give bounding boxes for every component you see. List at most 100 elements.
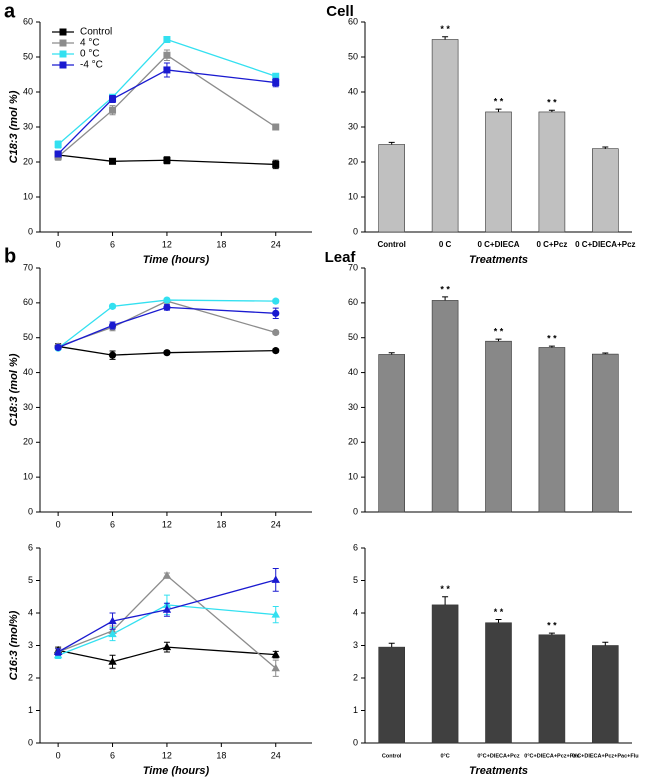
x-axis-label: Time (hours) bbox=[143, 254, 210, 266]
marker bbox=[271, 610, 280, 618]
marker bbox=[162, 571, 172, 579]
marker bbox=[271, 663, 280, 672]
series-line bbox=[57, 54, 277, 158]
error-bar bbox=[442, 596, 449, 605]
bar bbox=[538, 111, 566, 233]
y-tick-label: 40 bbox=[23, 86, 33, 96]
error-bar bbox=[442, 296, 449, 301]
y-tick-label: 5 bbox=[353, 575, 358, 585]
error-bar bbox=[602, 352, 609, 355]
bar bbox=[485, 622, 512, 744]
y-tick-label: 60 bbox=[348, 16, 358, 26]
y-tick-label: 30 bbox=[348, 402, 358, 412]
marker bbox=[54, 150, 62, 158]
y-tick-label: 0 bbox=[28, 737, 33, 747]
marker bbox=[108, 321, 117, 330]
y-tick-label: 40 bbox=[348, 367, 358, 377]
y-tick-label: 5 bbox=[28, 575, 33, 585]
significance-label: * * bbox=[494, 97, 504, 107]
marker bbox=[272, 309, 280, 317]
marker bbox=[162, 605, 172, 613]
marker bbox=[54, 141, 62, 148]
y-tick-label: 0 bbox=[353, 737, 358, 747]
y-tick-label: 4 bbox=[353, 607, 358, 617]
y-tick-label: 60 bbox=[23, 16, 33, 26]
y-tick-label: 3 bbox=[353, 640, 358, 650]
y-tick-label: 1 bbox=[353, 705, 358, 715]
x-tick-label: 0°C+DIECA+Pcz+Pac bbox=[524, 753, 579, 759]
y-tick-label: 6 bbox=[28, 542, 33, 552]
x-tick-label: 0 C+DIECA+Pcz bbox=[575, 240, 635, 249]
marker bbox=[59, 28, 67, 36]
x-tick-label: 18 bbox=[216, 239, 226, 249]
y-tick-label: 50 bbox=[23, 332, 33, 342]
bar bbox=[378, 144, 406, 233]
y-tick-label: 10 bbox=[348, 191, 358, 201]
y-tick-label: 0 bbox=[28, 226, 33, 236]
series-line bbox=[57, 38, 276, 145]
marker bbox=[53, 647, 63, 655]
x-tick-label: 6 bbox=[110, 239, 115, 249]
x-tick-label: 12 bbox=[162, 519, 172, 529]
y-tick-label: 70 bbox=[348, 262, 358, 272]
y-tick-label: 60 bbox=[23, 297, 33, 307]
legend-label: -4 °C bbox=[80, 60, 103, 71]
x-tick-label: 6 bbox=[110, 519, 115, 529]
x-axis-label: Time (hours) bbox=[143, 765, 210, 777]
y-tick-label: 3 bbox=[28, 640, 33, 650]
error-bar bbox=[495, 108, 502, 112]
y-axis-label: C16:3 (mol%) bbox=[8, 610, 20, 680]
marker bbox=[163, 303, 171, 311]
y-tick-label: 1 bbox=[28, 705, 33, 715]
marker bbox=[163, 51, 171, 59]
legend-label: Control bbox=[80, 27, 112, 38]
bar bbox=[431, 300, 459, 513]
marker bbox=[108, 351, 117, 359]
significance-label: * * bbox=[440, 584, 450, 594]
marker bbox=[108, 629, 117, 638]
error-bar bbox=[548, 109, 555, 112]
marker bbox=[59, 50, 67, 58]
x-tick-label: 18 bbox=[216, 750, 226, 760]
bar bbox=[591, 353, 619, 513]
bar bbox=[591, 148, 619, 233]
x-tick-label: 0 C+DIECA bbox=[477, 240, 519, 249]
panel-letter: a bbox=[4, 0, 16, 22]
panel-letter: b bbox=[4, 245, 16, 267]
x-tick-label: 18 bbox=[216, 519, 226, 529]
significance-label: * * bbox=[494, 607, 504, 617]
series-line bbox=[57, 579, 276, 653]
error-bar bbox=[495, 338, 502, 342]
y-tick-label: 30 bbox=[348, 121, 358, 131]
error-bar bbox=[388, 642, 395, 648]
y-tick-label: 40 bbox=[23, 367, 33, 377]
marker bbox=[109, 106, 117, 114]
x-tick-label: Control bbox=[377, 240, 405, 249]
bar bbox=[591, 645, 619, 744]
error-bar bbox=[548, 632, 555, 635]
bar bbox=[485, 340, 512, 513]
x-tick-label: 0°C+DIECA+Pcz bbox=[477, 753, 519, 759]
series-line bbox=[57, 306, 276, 349]
y-tick-label: 30 bbox=[23, 402, 33, 412]
x-tick-label: 0°C+DIECA+Pcz+Pac+Flu bbox=[572, 753, 639, 759]
x-axis-label: Treatments bbox=[469, 765, 528, 777]
series-line bbox=[58, 345, 276, 356]
marker bbox=[272, 72, 280, 80]
panel-title: Cell bbox=[326, 3, 354, 20]
significance-label: * * bbox=[440, 284, 450, 294]
y-tick-label: 10 bbox=[348, 472, 358, 482]
significance-label: * * bbox=[547, 98, 557, 108]
x-tick-label: 24 bbox=[271, 239, 281, 249]
y-tick-label: 70 bbox=[23, 262, 33, 272]
y-tick-label: 20 bbox=[23, 156, 33, 166]
y-tick-label: 2 bbox=[353, 672, 358, 682]
series-line bbox=[58, 154, 276, 166]
error-bar bbox=[388, 141, 395, 145]
y-tick-label: 0 bbox=[28, 506, 33, 516]
marker bbox=[59, 39, 67, 47]
marker bbox=[163, 349, 171, 357]
x-tick-label: 0 bbox=[56, 519, 61, 529]
marker bbox=[109, 157, 117, 165]
y-tick-label: 20 bbox=[23, 437, 33, 447]
